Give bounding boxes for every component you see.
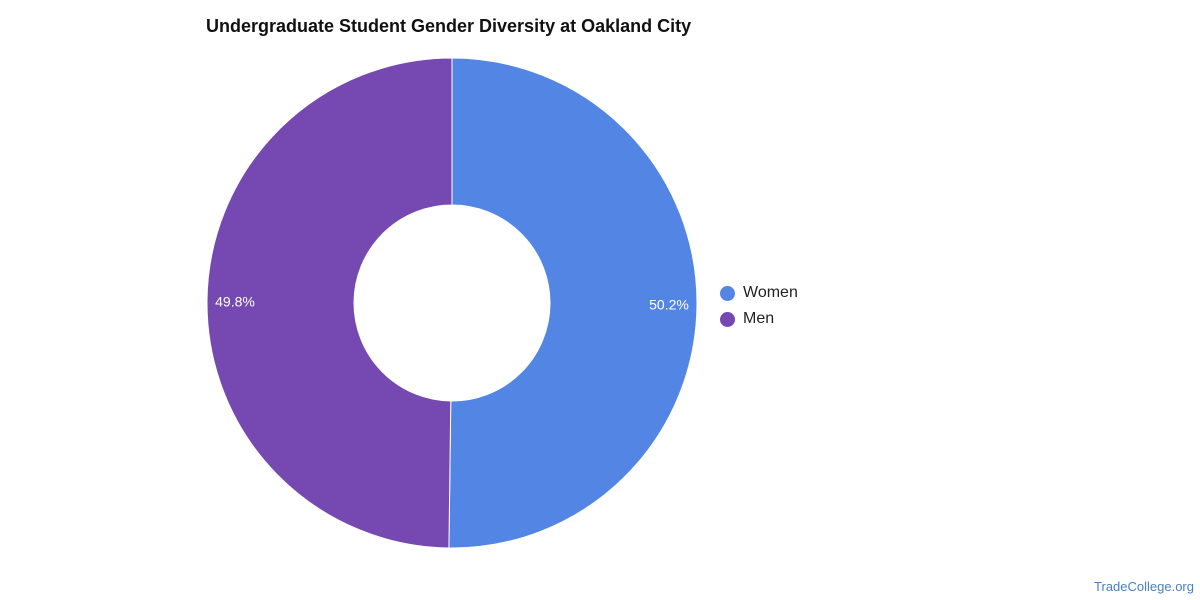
legend: Women Men — [720, 280, 798, 332]
legend-label-women: Women — [743, 284, 798, 301]
slice-label-men: 49.8% — [215, 294, 255, 310]
source-credit[interactable]: TradeCollege.org — [1094, 579, 1194, 594]
legend-item-men[interactable]: Men — [720, 306, 798, 332]
chart-title: Undergraduate Student Gender Diversity a… — [206, 16, 692, 36]
donut-slice-men[interactable] — [206, 57, 453, 549]
legend-swatch-women — [720, 285, 735, 301]
donut-slice-women[interactable] — [448, 57, 698, 549]
legend-swatch-men — [720, 311, 735, 327]
slice-label-women: 50.2% — [649, 296, 689, 312]
legend-label-men: Men — [743, 310, 775, 327]
legend-item-women[interactable]: Women — [720, 280, 798, 306]
